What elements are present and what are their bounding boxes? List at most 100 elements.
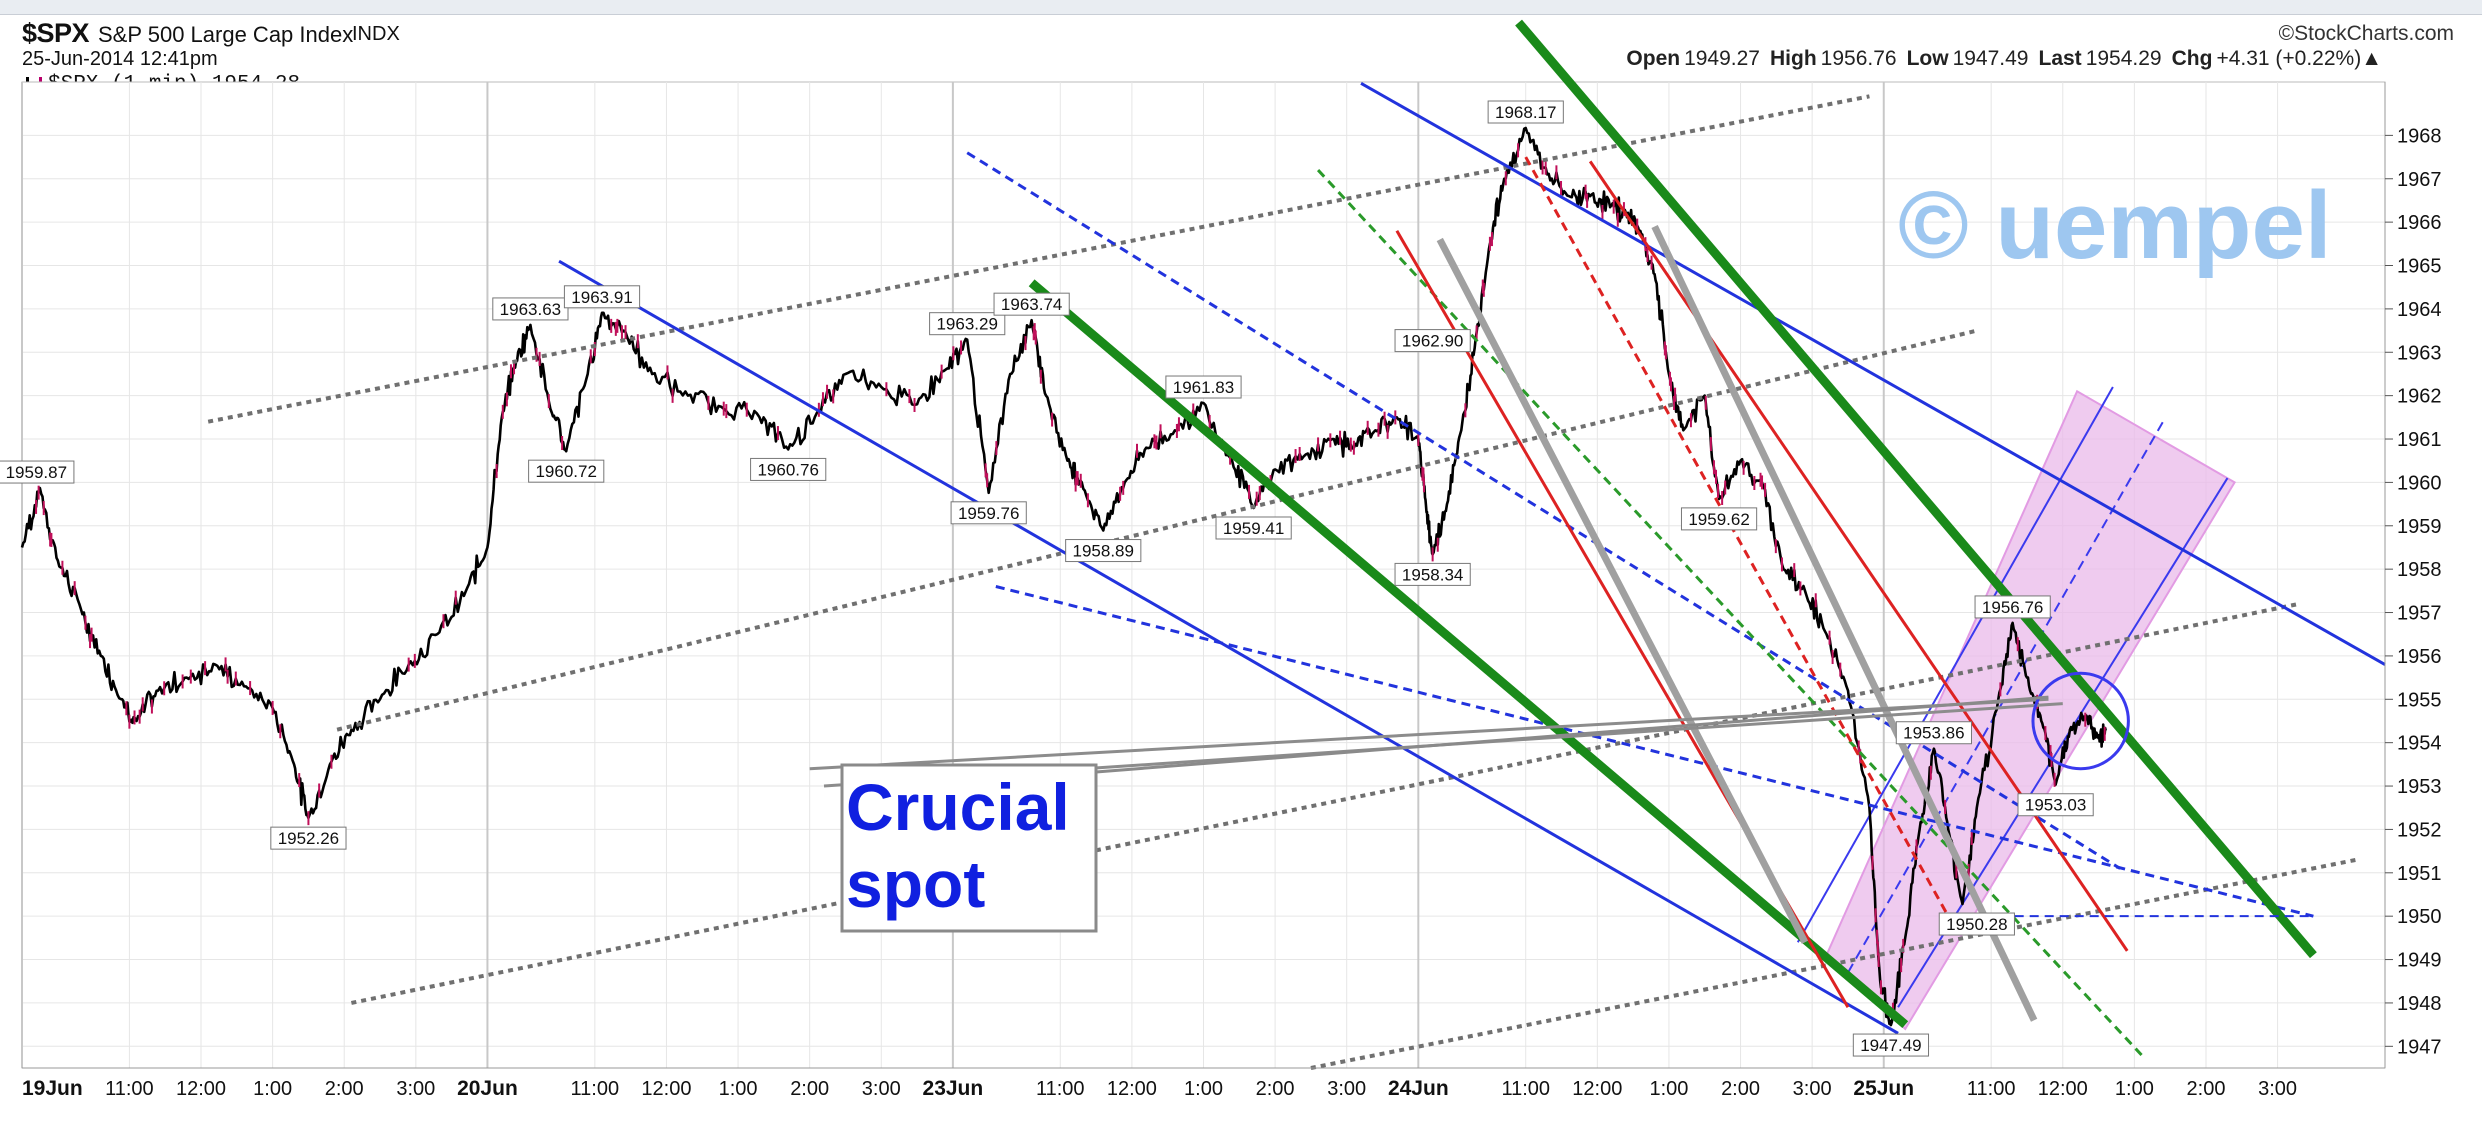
- price-tick-label: 1964: [2397, 299, 2442, 321]
- time-tick-label: 12:00: [1107, 1078, 1157, 1100]
- data-label: 1950.28: [1946, 915, 2007, 934]
- data-label-box: [0, 460, 75, 484]
- symbol-label: $SPX: [22, 18, 90, 48]
- channel-rail: [1847, 421, 2164, 974]
- data-label: 1968.17: [1495, 103, 1556, 122]
- price-tick-label: 1958: [2397, 559, 2442, 581]
- time-tick-label: 2:00: [1256, 1078, 1295, 1100]
- trendline: [207, 94, 1870, 424]
- callout-line-2: spot: [846, 847, 985, 921]
- data-label-box: [563, 285, 641, 309]
- time-tick-label: 1:00: [253, 1078, 292, 1100]
- trendline: [1316, 169, 2143, 1057]
- data-label-box: [1394, 329, 1471, 353]
- data-label: 1947.49: [1860, 1036, 1921, 1055]
- price-tick-label: 1968: [2397, 125, 2442, 147]
- time-tick-label: 12:00: [2038, 1078, 2088, 1100]
- trendline: [1524, 156, 1950, 917]
- exchange-label: INDX: [352, 23, 400, 45]
- data-label: 1960.76: [757, 460, 818, 479]
- trendline: [809, 697, 2049, 771]
- time-tick-label: 11:00: [1036, 1078, 1085, 1100]
- time-tick-label: 1:00: [1649, 1078, 1688, 1100]
- time-tick-label: 11:00: [1967, 1078, 2016, 1100]
- data-label-box: [1215, 516, 1292, 540]
- data-label-box: [1394, 562, 1471, 586]
- ohlc-label-last: Last: [2038, 47, 2082, 70]
- watermark-text: © uempel: [1898, 172, 2332, 279]
- time-tick-label: 1:00: [719, 1078, 758, 1100]
- time-tick-label: 2:00: [325, 1078, 364, 1100]
- data-label: 1962.90: [1402, 332, 1463, 351]
- data-label-box: [1165, 375, 1242, 399]
- time-tick-label: 19Jun: [22, 1077, 83, 1100]
- trendline: [1436, 237, 1809, 944]
- trendline: [1515, 19, 2317, 959]
- data-label: 1961.83: [1173, 378, 1234, 397]
- price-tick-label: 1957: [2397, 603, 2442, 625]
- price-tick-label: 1962: [2397, 386, 2442, 408]
- price-tick-label: 1961: [2397, 429, 2442, 451]
- price-tick-label: 1959: [2397, 516, 2442, 538]
- time-tick-label: 3:00: [396, 1078, 435, 1100]
- crucial-spot-circle: [2031, 671, 2130, 771]
- time-tick-label: 3:00: [1793, 1078, 1832, 1100]
- ohlc-value-last: 1954.29: [2085, 47, 2162, 70]
- data-label-box: [950, 501, 1027, 525]
- callout-line-1: Crucial: [846, 770, 1070, 844]
- data-label: 1958.34: [1402, 565, 1463, 584]
- data-label: 1963.74: [1001, 295, 1062, 314]
- data-label: 1953.86: [1903, 724, 1964, 743]
- data-label: 1963.63: [500, 300, 561, 319]
- chart-datetime: 25-Jun-2014 12:41pm: [22, 48, 218, 70]
- data-labels: 1959.87 1952.26 1963.63 1963.91 1960.72 1960.…: [0, 100, 2094, 1057]
- trendline: [995, 585, 2314, 918]
- price-tick-label: 1967: [2397, 169, 2442, 191]
- data-label-box: [929, 312, 1006, 336]
- price-tick-label: 1960: [2397, 472, 2442, 494]
- trendline: [1028, 279, 1909, 1029]
- trendlines: [207, 19, 2386, 1070]
- data-label: 1958.89: [1073, 542, 1134, 561]
- data-label-box: [1895, 721, 1972, 745]
- ohlc-label-low: Low: [1906, 47, 1949, 70]
- ohlc-value-chg: +4.31 (+0.22%)▲: [2216, 47, 2382, 70]
- data-label-box: [528, 459, 605, 483]
- data-label-box: [270, 826, 347, 850]
- price-tick-label: 1947: [2397, 1036, 2442, 1058]
- time-tick-label: 3:00: [1327, 1078, 1366, 1100]
- ohlc-summary: Open 1949.27 High 1956.76 Low 1947.49 Last 1954…: [1616, 47, 2382, 71]
- data-label: 1960.72: [535, 462, 596, 481]
- data-label: 1963.91: [571, 288, 632, 307]
- time-tick-label: 12:00: [176, 1078, 226, 1100]
- top-strip: [0, 0, 2482, 15]
- price-tick-label: 1965: [2397, 256, 2442, 278]
- price-tick-label: 1953: [2397, 776, 2442, 798]
- time-tick-label: 2:00: [790, 1078, 829, 1100]
- time-tick-label: 12:00: [1572, 1078, 1622, 1100]
- time-tick-label: 3:00: [862, 1078, 901, 1100]
- trendline: [350, 601, 2300, 1005]
- time-tick-label: 11:00: [571, 1078, 620, 1100]
- price-tick-label: 1963: [2397, 342, 2442, 364]
- time-tick-label: 23Jun: [923, 1077, 984, 1100]
- ohlc-value-low: 1947.49: [1952, 47, 2029, 70]
- trendline: [1360, 82, 2386, 666]
- time-tick-label: 1:00: [2115, 1078, 2154, 1100]
- trendline: [966, 151, 2121, 870]
- ohlc-label-chg: Chg: [2171, 47, 2213, 70]
- data-label-box: [1974, 595, 2051, 619]
- data-label: 1959.41: [1223, 519, 1284, 538]
- time-tick-label: 2:00: [1721, 1078, 1760, 1100]
- data-label: 1959.76: [958, 504, 1019, 523]
- price-tick-label: 1954: [2397, 733, 2442, 755]
- trendline: [1651, 224, 2038, 1022]
- time-tick-label: 25Jun: [1853, 1077, 1914, 1100]
- trendline: [1588, 160, 2129, 952]
- price-tick-label: 1955: [2397, 689, 2442, 711]
- price-tick-label: 1952: [2397, 819, 2442, 841]
- ohlc-label-open: Open: [1626, 47, 1681, 70]
- trendline: [558, 259, 1899, 1035]
- data-label-box: [1065, 539, 1142, 563]
